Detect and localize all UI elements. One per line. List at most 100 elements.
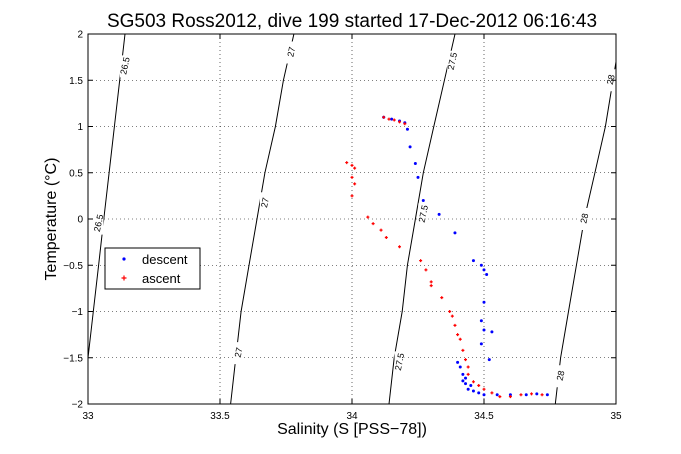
descent-point — [408, 145, 412, 149]
descent-point — [545, 393, 549, 397]
ascent-point — [508, 395, 512, 399]
descent-point — [464, 382, 468, 386]
contour-label: 27 — [285, 46, 297, 58]
descent-point — [413, 162, 417, 165]
ascent-point — [519, 393, 523, 397]
descent-point — [482, 300, 486, 304]
ascent-point — [477, 384, 481, 387]
contour-label: 27 — [259, 197, 271, 209]
ascent-point — [448, 310, 452, 313]
descent-point — [477, 391, 481, 395]
density-contours: 26.5 26.5 27 27 27 27.5 27.5 27.5 28 28 28 — [88, 34, 617, 404]
descent-point — [524, 393, 528, 397]
ascent-point — [490, 391, 494, 395]
ascent-point — [453, 323, 457, 327]
ascent-point — [466, 365, 470, 369]
descent-point — [535, 392, 539, 396]
x-axis-ticks: 33 33.5 34 34.5 35 — [82, 34, 622, 422]
ascent-point — [424, 268, 428, 272]
density-contour-line — [88, 34, 126, 358]
legend-descent-marker — [122, 257, 126, 261]
descent-point — [461, 372, 465, 376]
descent-point — [469, 384, 473, 387]
descent-point — [453, 231, 457, 235]
descent-point — [508, 393, 512, 397]
contour-label: 27.5 — [393, 352, 406, 371]
descent-point — [482, 268, 486, 272]
contour-label-bg — [555, 365, 566, 388]
descent-point — [437, 212, 441, 216]
legend-box — [104, 247, 201, 290]
descent-point — [471, 389, 475, 393]
x-axis-label: Salinity (S [PSS−78]) — [277, 421, 427, 438]
grid — [87, 33, 617, 405]
ascent-point — [429, 280, 433, 284]
contour-label-bg — [605, 69, 616, 92]
density-contour-line — [554, 61, 616, 404]
x-tick-label: 35 — [610, 411, 622, 422]
descent-point — [485, 273, 489, 276]
ascent-point — [482, 387, 486, 391]
ascent-point — [398, 245, 402, 249]
descent-point — [487, 358, 491, 362]
contour-label-bg — [233, 342, 244, 365]
y-tick-label: −1 — [72, 307, 84, 318]
contour-label-bg — [394, 351, 405, 374]
ascent-point — [456, 333, 460, 337]
legend-ascent-marker — [121, 275, 127, 281]
ascent-point — [366, 215, 370, 219]
legend-ascent-label: ascent — [142, 271, 181, 286]
ascent-point — [429, 284, 433, 288]
descent-point — [490, 330, 494, 334]
descent-point — [456, 360, 460, 364]
ascent-point — [540, 393, 544, 397]
contour-label: 27.5 — [417, 204, 430, 223]
contour-label: 26.5 — [118, 56, 131, 75]
contour-label-bg — [119, 55, 130, 78]
ascent-point — [371, 222, 375, 226]
descent-point — [479, 319, 483, 323]
ascent-point — [498, 395, 502, 399]
contour-label-bg — [579, 208, 590, 230]
ascent-point — [530, 392, 534, 396]
descent-point — [466, 387, 470, 391]
ascent-point — [353, 182, 357, 186]
y-axis-ticks: −2 −1.5 −1 −0.5 0 0.5 1 1.5 2 — [63, 30, 616, 411]
y-tick-label: 0.5 — [69, 168, 83, 179]
ascent-point — [345, 161, 349, 165]
y-tick-label: −2 — [72, 400, 84, 411]
contour-label: 27 — [233, 347, 245, 359]
density-contour-line — [388, 34, 456, 404]
contour-label: 28 — [578, 212, 590, 224]
contour-label: 27.5 — [446, 52, 459, 71]
legend-descent-label: descent — [142, 252, 188, 267]
contour-label: 26.5 — [92, 213, 105, 232]
legend: descent ascent — [104, 247, 201, 290]
ascent-point — [353, 166, 357, 170]
ascent-point — [350, 163, 354, 167]
ascent-point — [450, 314, 454, 318]
ascent-point — [458, 337, 462, 341]
ascent-point — [403, 122, 407, 126]
ascent-point — [398, 120, 402, 124]
ascent-point — [350, 194, 354, 198]
descent-point — [479, 263, 483, 267]
ascent-point — [419, 259, 423, 263]
y-tick-label: 1 — [77, 122, 83, 133]
y-tick-label: −1.5 — [63, 353, 83, 364]
y-tick-label: −0.5 — [63, 261, 83, 272]
contour-label-bg — [447, 50, 458, 73]
contour-label-bg — [259, 192, 270, 215]
descent-point — [461, 379, 465, 383]
y-tick-label: 1.5 — [69, 76, 83, 87]
ascent-point — [382, 115, 386, 119]
descent-point — [421, 199, 425, 202]
ascent-point — [387, 117, 391, 121]
data-series — [345, 115, 549, 399]
x-tick-label: 34.5 — [474, 411, 494, 422]
ascent-point — [350, 175, 354, 179]
descent-point — [471, 259, 475, 263]
y-tick-label: 0 — [77, 215, 83, 226]
descent-point — [464, 376, 468, 380]
